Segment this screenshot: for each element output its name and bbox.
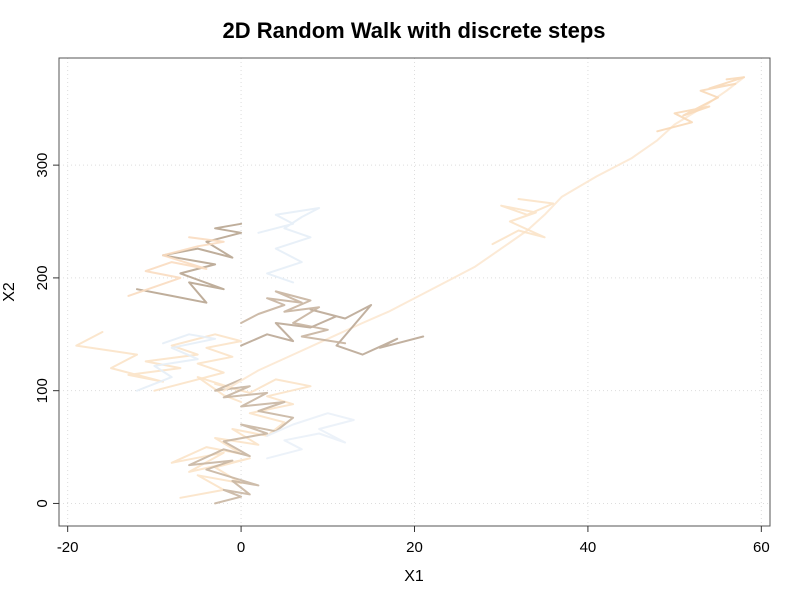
x-tick-label: 40 [580,539,597,556]
walk-path [127,236,225,297]
walk-path [656,76,745,133]
plot-frame [58,57,771,527]
x-tick-label: 20 [406,539,423,556]
x-axis-label: X1 [404,568,424,585]
x-tick-label: 60 [753,539,770,556]
x-tick-label: -20 [57,539,79,556]
chart-title: 2D Random Walk with discrete steps [222,18,605,43]
walk-path [188,378,295,505]
grid-lines [59,58,770,526]
axis-ticks: -20 0 20 40 60 0 100 200 300 [34,153,770,556]
walk-path [257,207,321,284]
x-tick-label: 0 [237,539,245,556]
y-tick-label: 200 [34,265,51,290]
walk-path [240,304,425,356]
walk-path [136,333,217,392]
walk-paths [75,76,745,505]
walk-path [75,331,243,392]
y-axis-label: X2 [1,282,18,302]
y-tick-label: 0 [34,499,51,507]
y-tick-label: 300 [34,153,51,178]
walk-path [136,222,243,304]
walk-path [266,412,355,460]
y-tick-label: 100 [34,378,51,403]
walk-path [170,376,312,499]
walk-path [240,290,347,345]
walk-path [491,198,555,246]
